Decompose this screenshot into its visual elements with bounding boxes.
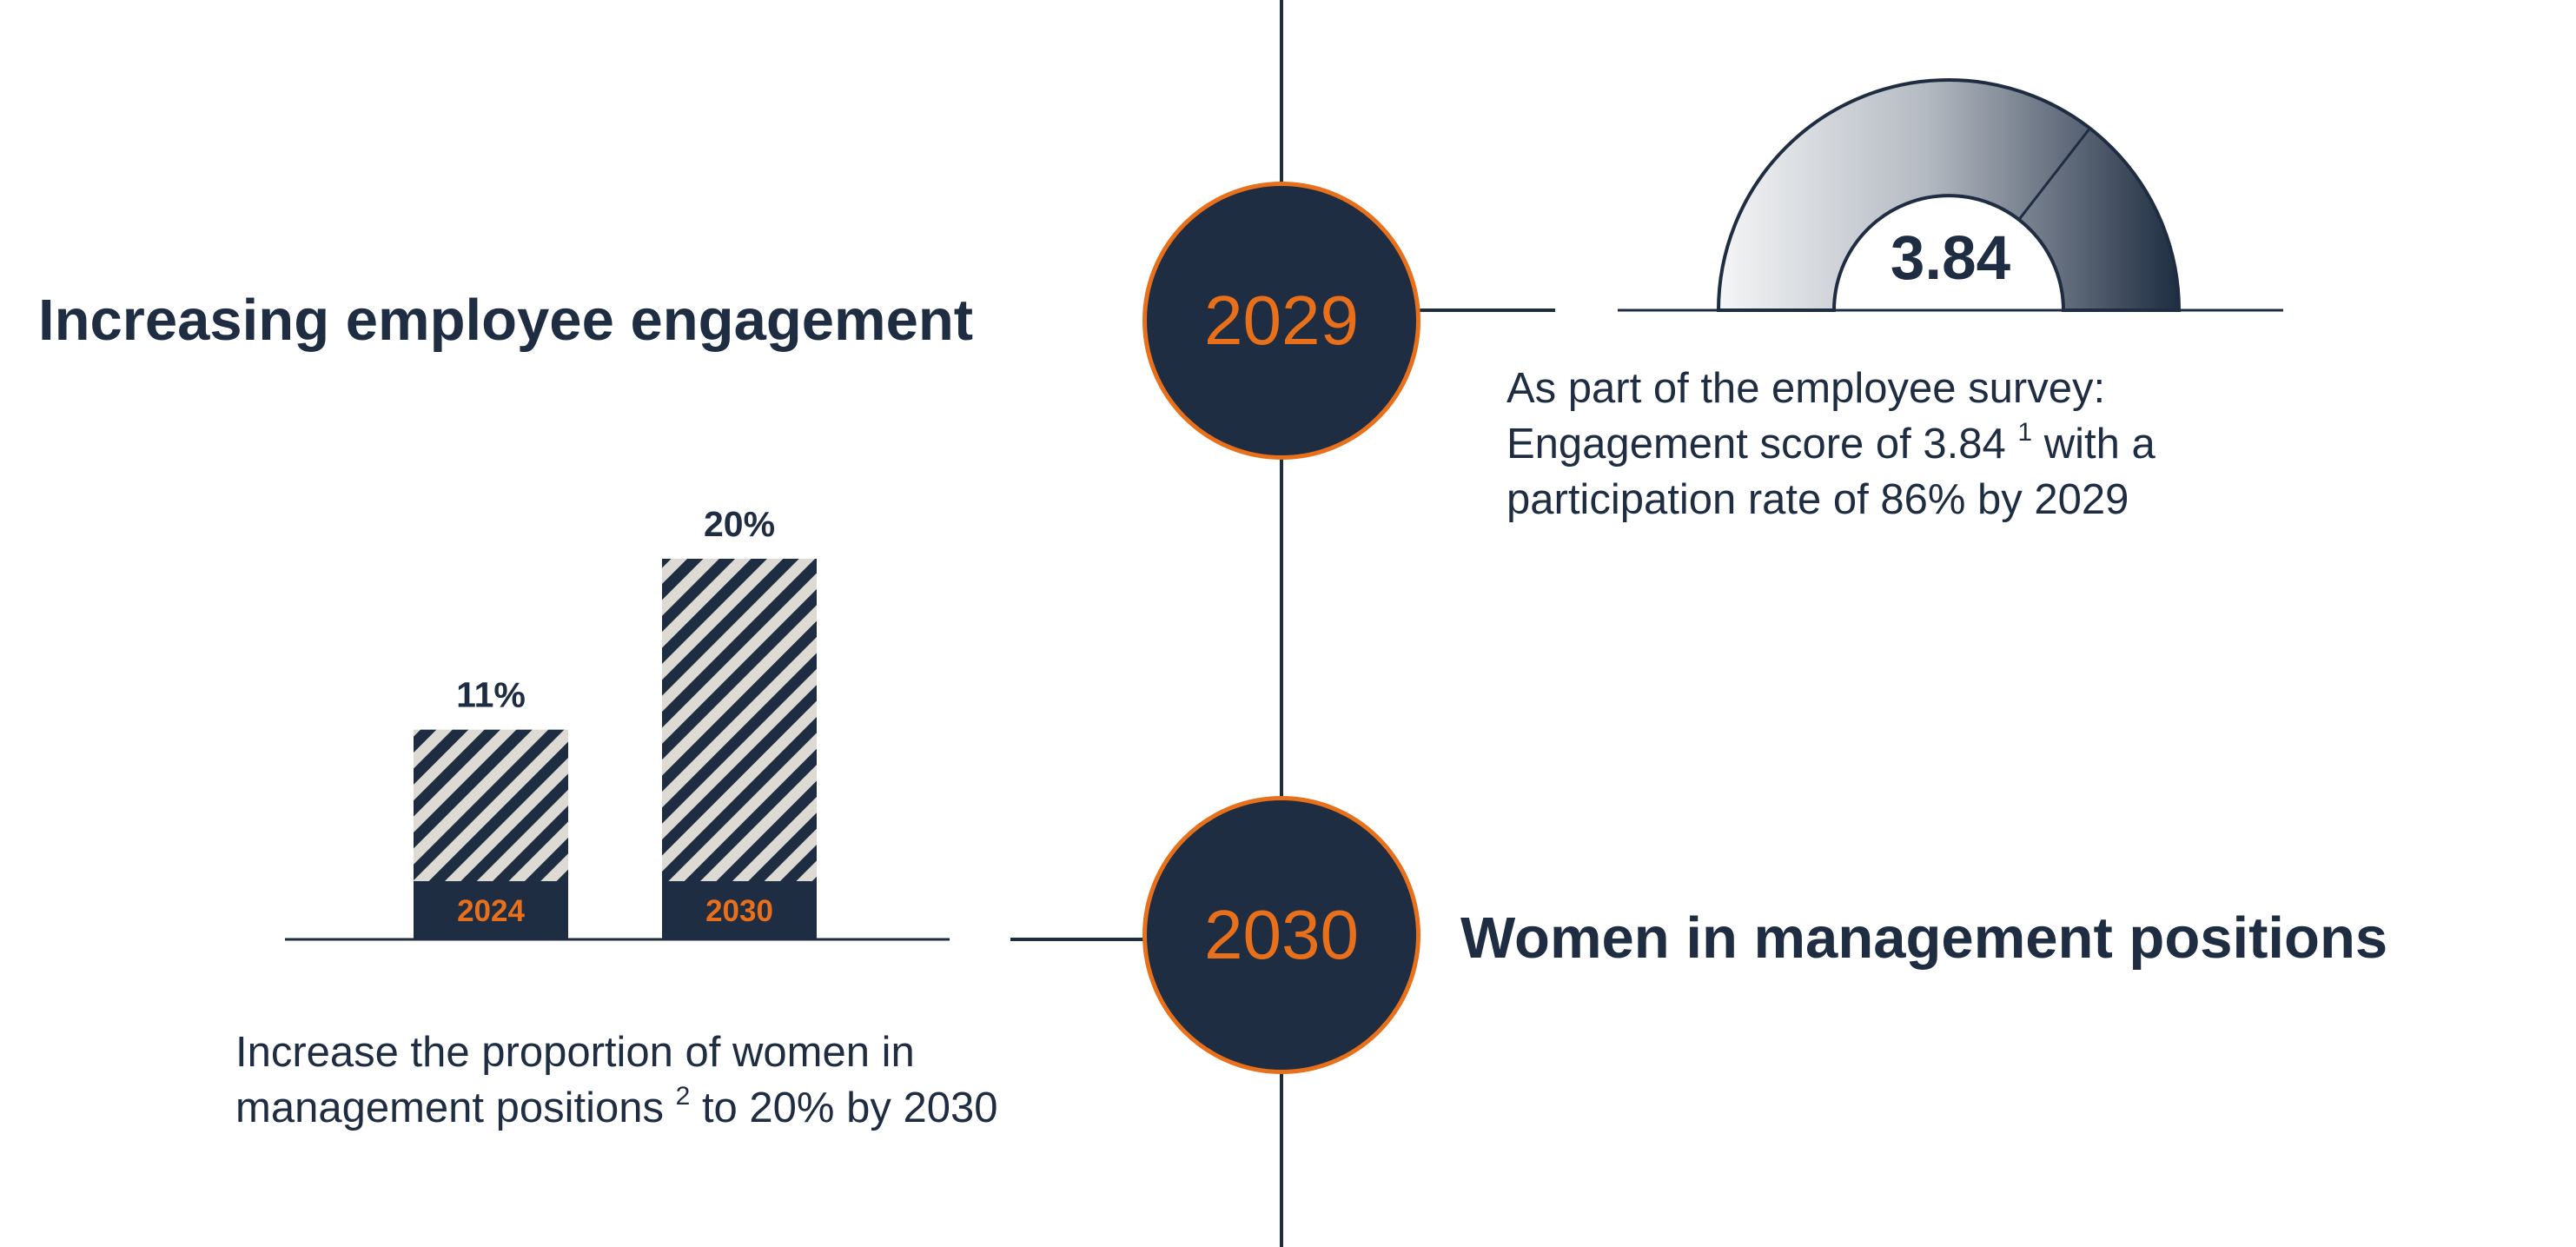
bar-category-box-2024 xyxy=(414,881,568,939)
bar-value-label-2030: 20% xyxy=(704,504,775,544)
engagement-desc-line2: Engagement score of 3.84 1 with a xyxy=(1507,418,2155,468)
gauge-arc xyxy=(1716,78,2182,312)
bar-category-box-2030 xyxy=(662,881,817,939)
milestone-circle-2030: 2030 xyxy=(1142,796,1420,1074)
engagement-desc-line1: As part of the employee survey: xyxy=(1507,365,2106,412)
milestone-year-2030: 2030 xyxy=(1204,896,1359,973)
engagement-description: As part of the employee survey: Engageme… xyxy=(1507,361,2155,527)
bar-value-label-2024: 11% xyxy=(456,675,526,715)
women-bar-chart: 2024 11% 2030 20% xyxy=(414,504,817,939)
milestone-title-2029: Increasing employee engagement xyxy=(38,288,974,353)
engagement-desc-line3: participation rate of 86% by 2029 xyxy=(1507,476,2129,523)
milestone-year-2029: 2029 xyxy=(1204,282,1359,359)
milestone-circle-2029: 2029 xyxy=(1142,182,1420,460)
bar-2030 xyxy=(662,559,817,939)
gauge-value-label: 3.84 xyxy=(1890,224,2011,293)
women-desc-line2: management positions 2 to 20% by 2030 xyxy=(235,1082,998,1132)
women-desc-line1: Increase the proportion of women in xyxy=(235,1029,915,1076)
bar-category-label-2030: 2030 xyxy=(705,894,773,928)
gauge-needle xyxy=(2017,127,2091,221)
footnote-2: 2 xyxy=(675,1082,691,1111)
women-description: Increase the proportion of women in mana… xyxy=(235,1025,997,1136)
footnote-1: 1 xyxy=(2017,418,2033,447)
engagement-gauge xyxy=(1716,78,2182,312)
milestone-title-2030: Women in management positions xyxy=(1460,905,2388,971)
bar-category-label-2024: 2024 xyxy=(457,894,525,928)
